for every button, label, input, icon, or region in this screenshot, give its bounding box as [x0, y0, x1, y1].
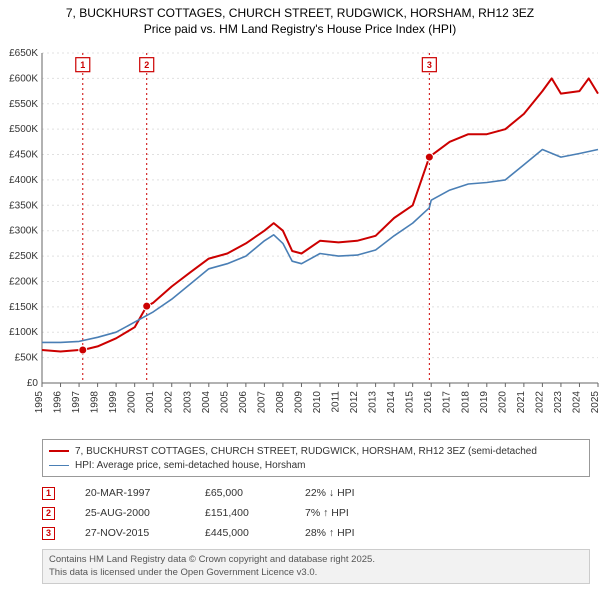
legend-box: 7, BUCKHURST COTTAGES, CHURCH STREET, RU…: [42, 439, 590, 477]
svg-text:2024: 2024: [571, 391, 582, 414]
svg-text:£600K: £600K: [9, 74, 38, 85]
svg-text:2000: 2000: [127, 391, 138, 414]
svg-text:£200K: £200K: [9, 277, 38, 288]
svg-text:2011: 2011: [331, 391, 342, 413]
svg-text:2012: 2012: [349, 391, 360, 414]
svg-text:2: 2: [144, 60, 149, 70]
svg-text:£250K: £250K: [9, 251, 38, 262]
marker-row: 2 25-AUG-2000 £151,400 7% ↑ HPI: [42, 503, 590, 523]
legend-label: HPI: Average price, semi-detached house,…: [75, 460, 306, 471]
marker-row: 3 27-NOV-2015 £445,000 28% ↑ HPI: [42, 523, 590, 543]
svg-text:2001: 2001: [145, 391, 156, 414]
marker-badge: 2: [42, 507, 55, 520]
marker-date: 27-NOV-2015: [85, 527, 175, 539]
svg-text:2019: 2019: [479, 391, 490, 414]
chart-area: £0 £50K £100K £150K £200K £250K £300K £350K £400…: [0, 43, 600, 433]
chart-title-line1: 7, BUCKHURST COTTAGES, CHURCH STREET, RU…: [0, 6, 600, 22]
marker-row: 1 20-MAR-1997 £65,000 22% ↓ HPI: [42, 483, 590, 503]
svg-text:£350K: £350K: [9, 200, 38, 211]
svg-text:2013: 2013: [368, 391, 379, 414]
svg-text:2025: 2025: [590, 391, 600, 414]
sale-markers-table: 1 20-MAR-1997 £65,000 22% ↓ HPI 2 25-AUG-2000…: [42, 483, 590, 543]
footer-attribution: Contains HM Land Registry data © Crown c…: [42, 549, 590, 584]
svg-text:£150K: £150K: [9, 302, 38, 313]
svg-text:2015: 2015: [405, 391, 416, 414]
marker-date: 25-AUG-2000: [85, 507, 175, 519]
legend-swatch: [49, 450, 69, 452]
svg-text:2020: 2020: [497, 391, 508, 414]
series-hpi: [42, 150, 598, 343]
svg-text:2017: 2017: [442, 391, 453, 414]
svg-text:1: 1: [80, 60, 85, 70]
chart-container: 7, BUCKHURST COTTAGES, CHURCH STREET, RU…: [0, 0, 600, 590]
svg-text:2018: 2018: [460, 391, 471, 414]
svg-text:1999: 1999: [108, 391, 119, 414]
marker-date: 20-MAR-1997: [85, 487, 175, 499]
svg-text:2004: 2004: [201, 391, 212, 414]
marker-delta: 22% ↓ HPI: [305, 487, 395, 499]
svg-text:£100K: £100K: [9, 327, 38, 338]
legend-label: 7, BUCKHURST COTTAGES, CHURCH STREET, RU…: [75, 446, 537, 457]
svg-text:£550K: £550K: [9, 99, 38, 110]
svg-text:1998: 1998: [90, 391, 101, 414]
chart-title-line2: Price paid vs. HM Land Registry's House …: [0, 22, 600, 38]
svg-text:£50K: £50K: [15, 353, 39, 364]
line-chart-svg: £0 £50K £100K £150K £200K £250K £300K £350K £400…: [0, 43, 600, 433]
svg-text:2021: 2021: [516, 391, 527, 414]
svg-text:2008: 2008: [275, 391, 286, 414]
marker-badge: 3: [42, 527, 55, 540]
svg-text:2016: 2016: [423, 391, 434, 414]
footer-line1: Contains HM Land Registry data © Crown c…: [49, 554, 583, 566]
svg-text:2006: 2006: [238, 391, 249, 414]
legend-swatch: [49, 465, 69, 466]
svg-text:£0: £0: [27, 378, 39, 389]
svg-text:2010: 2010: [312, 391, 323, 414]
svg-text:1995: 1995: [34, 391, 45, 414]
svg-text:2009: 2009: [293, 391, 304, 414]
legend-item: 7, BUCKHURST COTTAGES, CHURCH STREET, RU…: [49, 444, 583, 458]
series-price-paid: [42, 79, 598, 352]
svg-text:3: 3: [427, 60, 432, 70]
svg-text:1996: 1996: [53, 391, 64, 414]
svg-text:£500K: £500K: [9, 124, 38, 135]
svg-text:2005: 2005: [219, 391, 230, 414]
marker-price: £65,000: [205, 487, 275, 499]
marker-price: £445,000: [205, 527, 275, 539]
svg-text:£450K: £450K: [9, 150, 38, 161]
svg-text:2007: 2007: [256, 391, 267, 414]
svg-text:2002: 2002: [164, 391, 175, 414]
svg-text:1997: 1997: [71, 391, 82, 414]
marker-price: £151,400: [205, 507, 275, 519]
legend-item: HPI: Average price, semi-detached house,…: [49, 458, 583, 472]
svg-text:2014: 2014: [386, 391, 397, 414]
marker-delta: 28% ↑ HPI: [305, 527, 395, 539]
svg-text:2003: 2003: [182, 391, 193, 414]
svg-text:2022: 2022: [534, 391, 545, 414]
svg-text:2023: 2023: [553, 391, 564, 414]
marker-delta: 7% ↑ HPI: [305, 507, 395, 519]
footer-line2: This data is licensed under the Open Gov…: [49, 567, 583, 579]
svg-text:£650K: £650K: [9, 48, 38, 59]
svg-text:£400K: £400K: [9, 175, 38, 186]
marker-badge: 1: [42, 487, 55, 500]
svg-text:£300K: £300K: [9, 226, 38, 237]
